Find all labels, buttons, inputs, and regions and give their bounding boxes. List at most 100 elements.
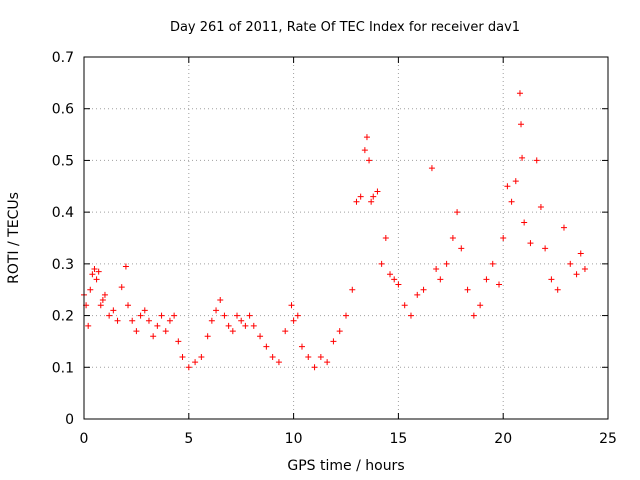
data-point (150, 333, 157, 340)
data-point (353, 198, 360, 205)
data-point (454, 209, 461, 216)
data-point (246, 312, 253, 319)
data-point (496, 281, 503, 288)
y-tick-label: 0.7 (52, 50, 74, 66)
data-point (458, 245, 465, 252)
data-point (234, 312, 241, 319)
data-point (198, 353, 205, 360)
data-point (548, 276, 555, 283)
data-point (141, 307, 148, 314)
data-point (516, 90, 523, 97)
data-point (122, 263, 129, 270)
y-tick-label: 0.4 (52, 205, 74, 221)
data-point (110, 307, 117, 314)
y-axis-label: ROTI / TECUs (6, 192, 22, 284)
data-point (449, 235, 456, 241)
data-point (366, 157, 373, 164)
data-point (324, 359, 331, 366)
data-point (95, 268, 102, 275)
data-point (330, 338, 337, 345)
data-point (192, 359, 199, 366)
data-point (87, 286, 94, 293)
data-point (154, 322, 161, 329)
data-point (401, 302, 408, 309)
data-point (257, 333, 264, 340)
data-point (250, 322, 257, 329)
data-point (317, 353, 324, 360)
data-point (125, 302, 132, 309)
y-tick-label: 0 (65, 412, 74, 428)
data-point (208, 317, 215, 324)
data-point (554, 286, 561, 293)
data-point (521, 219, 528, 226)
data-point (263, 343, 270, 350)
data-point (343, 312, 349, 319)
data-point (93, 276, 100, 283)
data-point (225, 322, 232, 329)
data-point (133, 328, 140, 335)
data-point (357, 193, 364, 200)
data-point (114, 317, 121, 324)
data-point (577, 250, 584, 257)
x-axis-label: GPS time / hours (287, 458, 404, 474)
data-point (97, 302, 104, 309)
data-point (407, 312, 414, 319)
data-point (512, 178, 519, 185)
data-point (378, 260, 385, 267)
data-point (305, 353, 312, 360)
data-point (204, 333, 211, 340)
data-point (106, 312, 113, 319)
data-point (414, 291, 421, 298)
data-point (171, 312, 178, 319)
data-point (519, 154, 526, 161)
data-point (504, 183, 511, 190)
data-point (229, 328, 236, 335)
plot-frame (83, 56, 609, 420)
data-point (288, 302, 295, 309)
data-point (483, 276, 490, 283)
data-point (537, 203, 544, 210)
data-point (437, 276, 444, 283)
data-point (145, 317, 152, 324)
data-point (217, 297, 224, 304)
data-point (99, 297, 106, 304)
y-tick-label: 0.5 (52, 153, 74, 169)
data-point (185, 364, 192, 371)
data-point (238, 317, 245, 324)
data-point (391, 276, 398, 283)
data-point (542, 245, 549, 252)
data-point (433, 266, 440, 273)
data-point (336, 328, 343, 335)
data-point (91, 266, 98, 273)
data-point (290, 317, 297, 324)
y-tick-label: 0.6 (52, 102, 74, 118)
data-point (298, 343, 305, 350)
data-points (81, 90, 588, 371)
data-point (443, 260, 450, 267)
data-point (368, 198, 375, 205)
data-point (464, 286, 471, 293)
y-tick-label: 0.3 (52, 257, 74, 273)
data-point (374, 188, 381, 195)
data-point (500, 235, 507, 241)
data-point (370, 193, 377, 200)
data-point (420, 286, 427, 293)
x-tick-label: 20 (494, 431, 512, 447)
data-point (294, 312, 301, 319)
data-point (489, 260, 496, 267)
data-point (89, 271, 96, 278)
data-point (166, 317, 173, 324)
data-point (363, 134, 370, 141)
data-point (387, 271, 394, 278)
data-point (395, 281, 402, 288)
data-point (129, 317, 136, 324)
data-point (175, 338, 182, 345)
data-point (361, 147, 368, 154)
data-point (137, 312, 144, 319)
data-point (269, 353, 276, 360)
x-tick-label: 10 (285, 431, 303, 447)
data-point (118, 284, 125, 291)
data-point (158, 312, 165, 319)
